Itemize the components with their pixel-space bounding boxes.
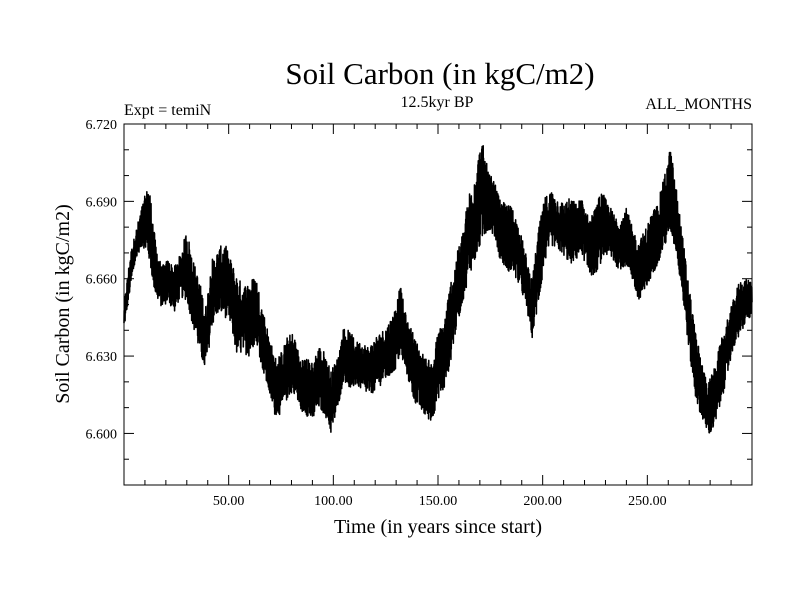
months-label: ALL_MONTHS xyxy=(645,96,752,113)
ticks-layer: 50.00 100.00 150.00 200.00 250.00 6.720 6.690 6… xyxy=(86,118,752,509)
y-tick-label: 6.630 xyxy=(86,350,118,365)
chart-title: Soil Carbon (in kgC/m2) xyxy=(285,56,594,91)
x-tick-label: 250.00 xyxy=(628,494,667,509)
series-line-soil-carbon xyxy=(123,144,753,434)
experiment-label: Expt = temiN xyxy=(124,102,212,119)
period-label: 12.5kyr BP xyxy=(401,94,474,111)
y-tick-label: 6.600 xyxy=(86,427,118,442)
x-tick-label: 150.00 xyxy=(419,494,458,509)
x-tick-label: 50.00 xyxy=(213,494,245,509)
y-tick-label: 6.660 xyxy=(86,273,118,288)
x-axis-label: Time (in years since start) xyxy=(334,516,542,538)
x-tick-label: 200.00 xyxy=(523,494,562,509)
y-tick-label: 6.720 xyxy=(86,118,118,133)
x-tick-label: 100.00 xyxy=(314,494,353,509)
y-tick-label: 6.690 xyxy=(86,195,118,210)
y-axis-label: Soil Carbon (in kgC/m2) xyxy=(52,204,74,403)
series-layer xyxy=(123,144,753,434)
